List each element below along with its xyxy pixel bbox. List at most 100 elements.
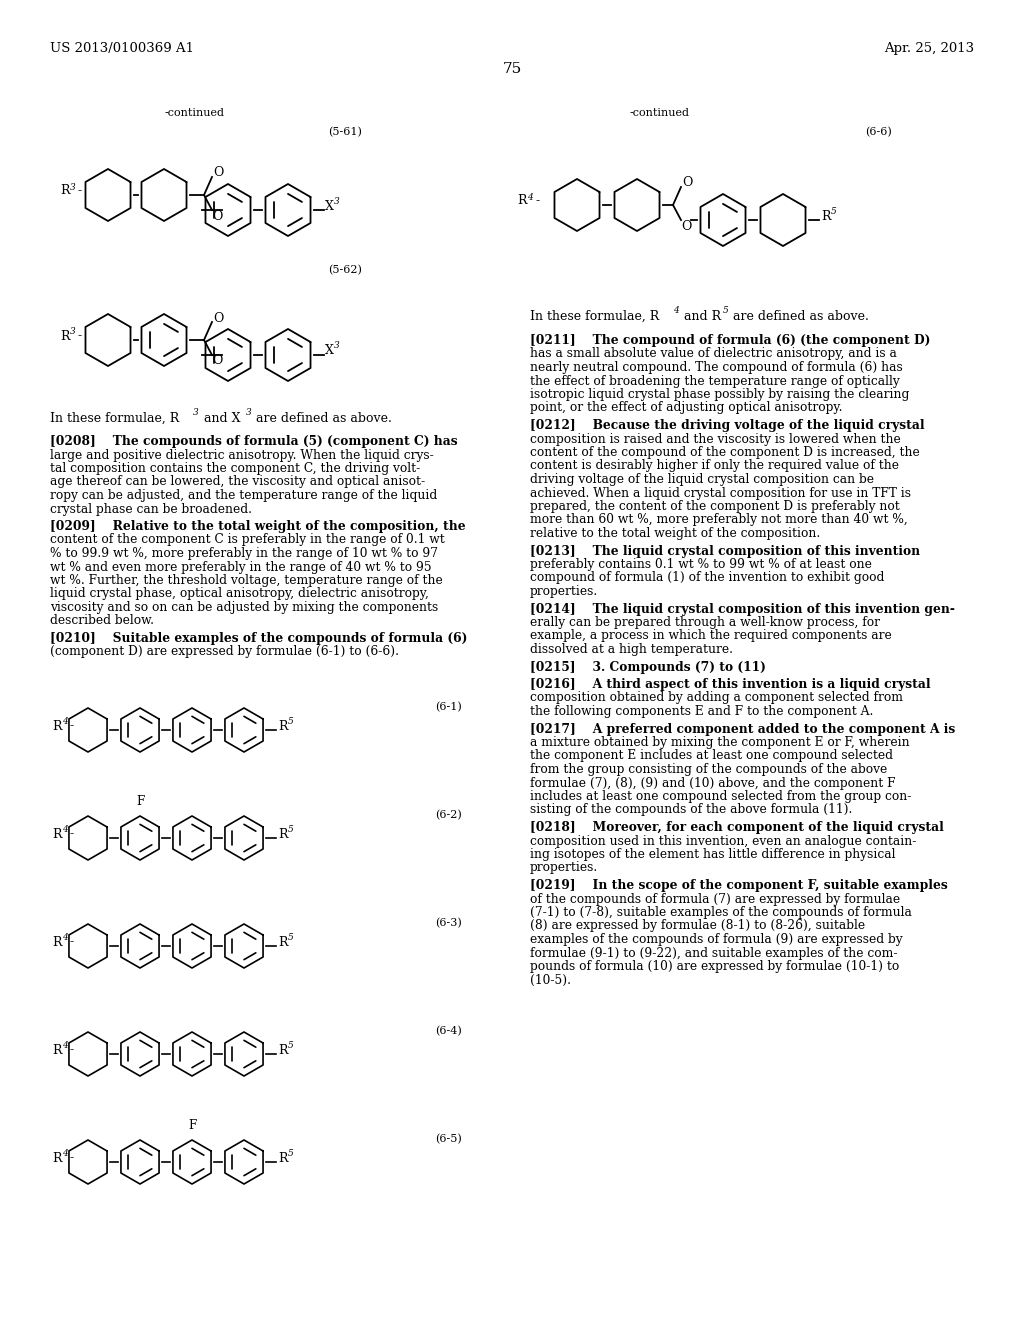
- Text: US 2013/0100369 A1: US 2013/0100369 A1: [50, 42, 194, 55]
- Text: point, or the effect of adjusting optical anisotropy.: point, or the effect of adjusting optica…: [530, 401, 843, 414]
- Text: X: X: [325, 199, 334, 213]
- Text: R: R: [278, 828, 288, 841]
- Text: dissolved at a high temperature.: dissolved at a high temperature.: [530, 643, 733, 656]
- Text: isotropic liquid crystal phase possibly by raising the clearing: isotropic liquid crystal phase possibly …: [530, 388, 909, 401]
- Text: 4: 4: [62, 933, 68, 942]
- Text: R: R: [60, 330, 70, 342]
- Text: the effect of broadening the temperature range of optically: the effect of broadening the temperature…: [530, 375, 900, 388]
- Text: -: -: [78, 185, 82, 198]
- Text: formulae (7), (8), (9) and (10) above, and the component F: formulae (7), (8), (9) and (10) above, a…: [530, 776, 896, 789]
- Text: [0218]    Moreover, for each component of the liquid crystal: [0218] Moreover, for each component of t…: [530, 821, 944, 834]
- Text: In these formulae, R: In these formulae, R: [50, 412, 179, 425]
- Text: 3: 3: [334, 342, 340, 351]
- Text: R: R: [52, 1044, 62, 1056]
- Text: (7-1) to (7-8), suitable examples of the compounds of formula: (7-1) to (7-8), suitable examples of the…: [530, 906, 912, 919]
- Text: [0209]    Relative to the total weight of the composition, the: [0209] Relative to the total weight of t…: [50, 520, 466, 533]
- Text: R: R: [52, 719, 62, 733]
- Text: liquid crystal phase, optical anisotropy, dielectric anisotropy,: liquid crystal phase, optical anisotropy…: [50, 587, 429, 601]
- Text: formulae (9-1) to (9-22), and suitable examples of the com-: formulae (9-1) to (9-22), and suitable e…: [530, 946, 897, 960]
- Text: O: O: [682, 177, 692, 190]
- Text: -continued: -continued: [165, 108, 225, 117]
- Text: [0208]    The compounds of formula (5) (component C) has: [0208] The compounds of formula (5) (com…: [50, 436, 458, 447]
- Text: the following components E and F to the component A.: the following components E and F to the …: [530, 705, 873, 718]
- Text: content is desirably higher if only the required value of the: content is desirably higher if only the …: [530, 459, 899, 473]
- Text: -: -: [70, 936, 74, 949]
- Text: X: X: [325, 345, 334, 358]
- Text: large and positive dielectric anisotropy. When the liquid crys-: large and positive dielectric anisotropy…: [50, 449, 434, 462]
- Text: (8) are expressed by formulae (8-1) to (8-26), suitable: (8) are expressed by formulae (8-1) to (…: [530, 920, 865, 932]
- Text: age thereof can be lowered, the viscosity and optical anisot-: age thereof can be lowered, the viscosit…: [50, 475, 425, 488]
- Text: erally can be prepared through a well-know process, for: erally can be prepared through a well-kn…: [530, 616, 880, 630]
- Text: (6-4): (6-4): [435, 1026, 462, 1036]
- Text: -: -: [70, 1151, 74, 1164]
- Text: crystal phase can be broadened.: crystal phase can be broadened.: [50, 503, 252, 516]
- Text: R: R: [278, 719, 288, 733]
- Text: % to 99.9 wt %, more preferably in the range of 10 wt % to 97: % to 99.9 wt %, more preferably in the r…: [50, 546, 438, 560]
- Text: [0217]    A preferred component added to the component A is: [0217] A preferred component added to th…: [530, 722, 955, 735]
- Text: [0211]    The compound of formula (6) (the component D): [0211] The compound of formula (6) (the …: [530, 334, 931, 347]
- Text: O: O: [213, 166, 223, 180]
- Text: F: F: [187, 1119, 197, 1133]
- Text: from the group consisting of the compounds of the above: from the group consisting of the compoun…: [530, 763, 887, 776]
- Text: driving voltage of the liquid crystal composition can be: driving voltage of the liquid crystal co…: [530, 473, 874, 486]
- Text: wt %. Further, the threshold voltage, temperature range of the: wt %. Further, the threshold voltage, te…: [50, 574, 442, 587]
- Text: [0215]    3. Compounds (7) to (11): [0215] 3. Compounds (7) to (11): [530, 660, 766, 673]
- Text: pounds of formula (10) are expressed by formulae (10-1) to: pounds of formula (10) are expressed by …: [530, 960, 899, 973]
- Text: properties.: properties.: [530, 585, 598, 598]
- Text: 5: 5: [288, 825, 294, 834]
- Text: relative to the total weight of the composition.: relative to the total weight of the comp…: [530, 527, 820, 540]
- Text: 4: 4: [62, 825, 68, 834]
- Text: [0214]    The liquid crystal composition of this invention gen-: [0214] The liquid crystal composition of…: [530, 602, 954, 615]
- Text: 4: 4: [62, 1150, 68, 1159]
- Text: are defined as above.: are defined as above.: [252, 412, 392, 425]
- Text: ropy can be adjusted, and the temperature range of the liquid: ropy can be adjusted, and the temperatur…: [50, 488, 437, 502]
- Text: composition used in this invention, even an analogue contain-: composition used in this invention, even…: [530, 834, 916, 847]
- Text: wt % and even more preferably in the range of 40 wt % to 95: wt % and even more preferably in the ran…: [50, 561, 432, 573]
- Text: 75: 75: [503, 62, 521, 77]
- Text: In these formulae, R: In these formulae, R: [530, 310, 659, 323]
- Text: and R: and R: [680, 310, 721, 323]
- Text: [0210]    Suitable examples of the compounds of formula (6): [0210] Suitable examples of the compound…: [50, 632, 467, 645]
- Text: [0213]    The liquid crystal composition of this invention: [0213] The liquid crystal composition of…: [530, 544, 921, 557]
- Text: ing isotopes of the element has little difference in physical: ing isotopes of the element has little d…: [530, 847, 896, 861]
- Text: -: -: [535, 194, 539, 207]
- Text: example, a process in which the required components are: example, a process in which the required…: [530, 630, 892, 643]
- Text: the component E includes at least one compound selected: the component E includes at least one co…: [530, 750, 893, 763]
- Text: prepared, the content of the component D is preferably not: prepared, the content of the component D…: [530, 500, 900, 513]
- Text: -: -: [70, 828, 74, 841]
- Text: described below.: described below.: [50, 615, 154, 627]
- Text: (6-2): (6-2): [435, 810, 462, 820]
- Text: R: R: [278, 1151, 288, 1164]
- Text: composition obtained by adding a component selected from: composition obtained by adding a compone…: [530, 692, 903, 705]
- Text: R: R: [52, 1151, 62, 1164]
- Text: -: -: [70, 1044, 74, 1056]
- Text: 5: 5: [723, 306, 729, 315]
- Text: (6-3): (6-3): [435, 917, 462, 928]
- Text: -: -: [70, 719, 74, 733]
- Text: content of the component C is preferably in the range of 0.1 wt: content of the component C is preferably…: [50, 533, 444, 546]
- Text: are defined as above.: are defined as above.: [729, 310, 869, 323]
- Text: 4: 4: [527, 193, 532, 202]
- Text: examples of the compounds of formula (9) are expressed by: examples of the compounds of formula (9)…: [530, 933, 902, 946]
- Text: R: R: [278, 1044, 288, 1056]
- Text: (component D) are expressed by formulae (6-1) to (6-6).: (component D) are expressed by formulae …: [50, 645, 399, 659]
- Text: 5: 5: [288, 933, 294, 942]
- Text: -continued: -continued: [630, 108, 690, 117]
- Text: a mixture obtained by mixing the component E or F, wherein: a mixture obtained by mixing the compone…: [530, 737, 909, 748]
- Text: 5: 5: [288, 718, 294, 726]
- Text: R: R: [517, 194, 527, 207]
- Text: (6-1): (6-1): [435, 702, 462, 713]
- Text: properties.: properties.: [530, 862, 598, 874]
- Text: R: R: [52, 828, 62, 841]
- Text: [0216]    A third aspect of this invention is a liquid crystal: [0216] A third aspect of this invention …: [530, 678, 931, 690]
- Text: (6-5): (6-5): [435, 1134, 462, 1144]
- Text: tal composition contains the component C, the driving volt-: tal composition contains the component C…: [50, 462, 420, 475]
- Text: O: O: [212, 210, 222, 223]
- Text: more than 60 wt %, more preferably not more than 40 wt %,: more than 60 wt %, more preferably not m…: [530, 513, 907, 527]
- Text: 3: 3: [334, 197, 340, 206]
- Text: O: O: [213, 312, 223, 325]
- Text: [0219]    In the scope of the component F, suitable examples: [0219] In the scope of the component F, …: [530, 879, 948, 892]
- Text: -: -: [78, 330, 82, 342]
- Text: achieved. When a liquid crystal composition for use in TFT is: achieved. When a liquid crystal composit…: [530, 487, 911, 499]
- Text: composition is raised and the viscosity is lowered when the: composition is raised and the viscosity …: [530, 433, 901, 446]
